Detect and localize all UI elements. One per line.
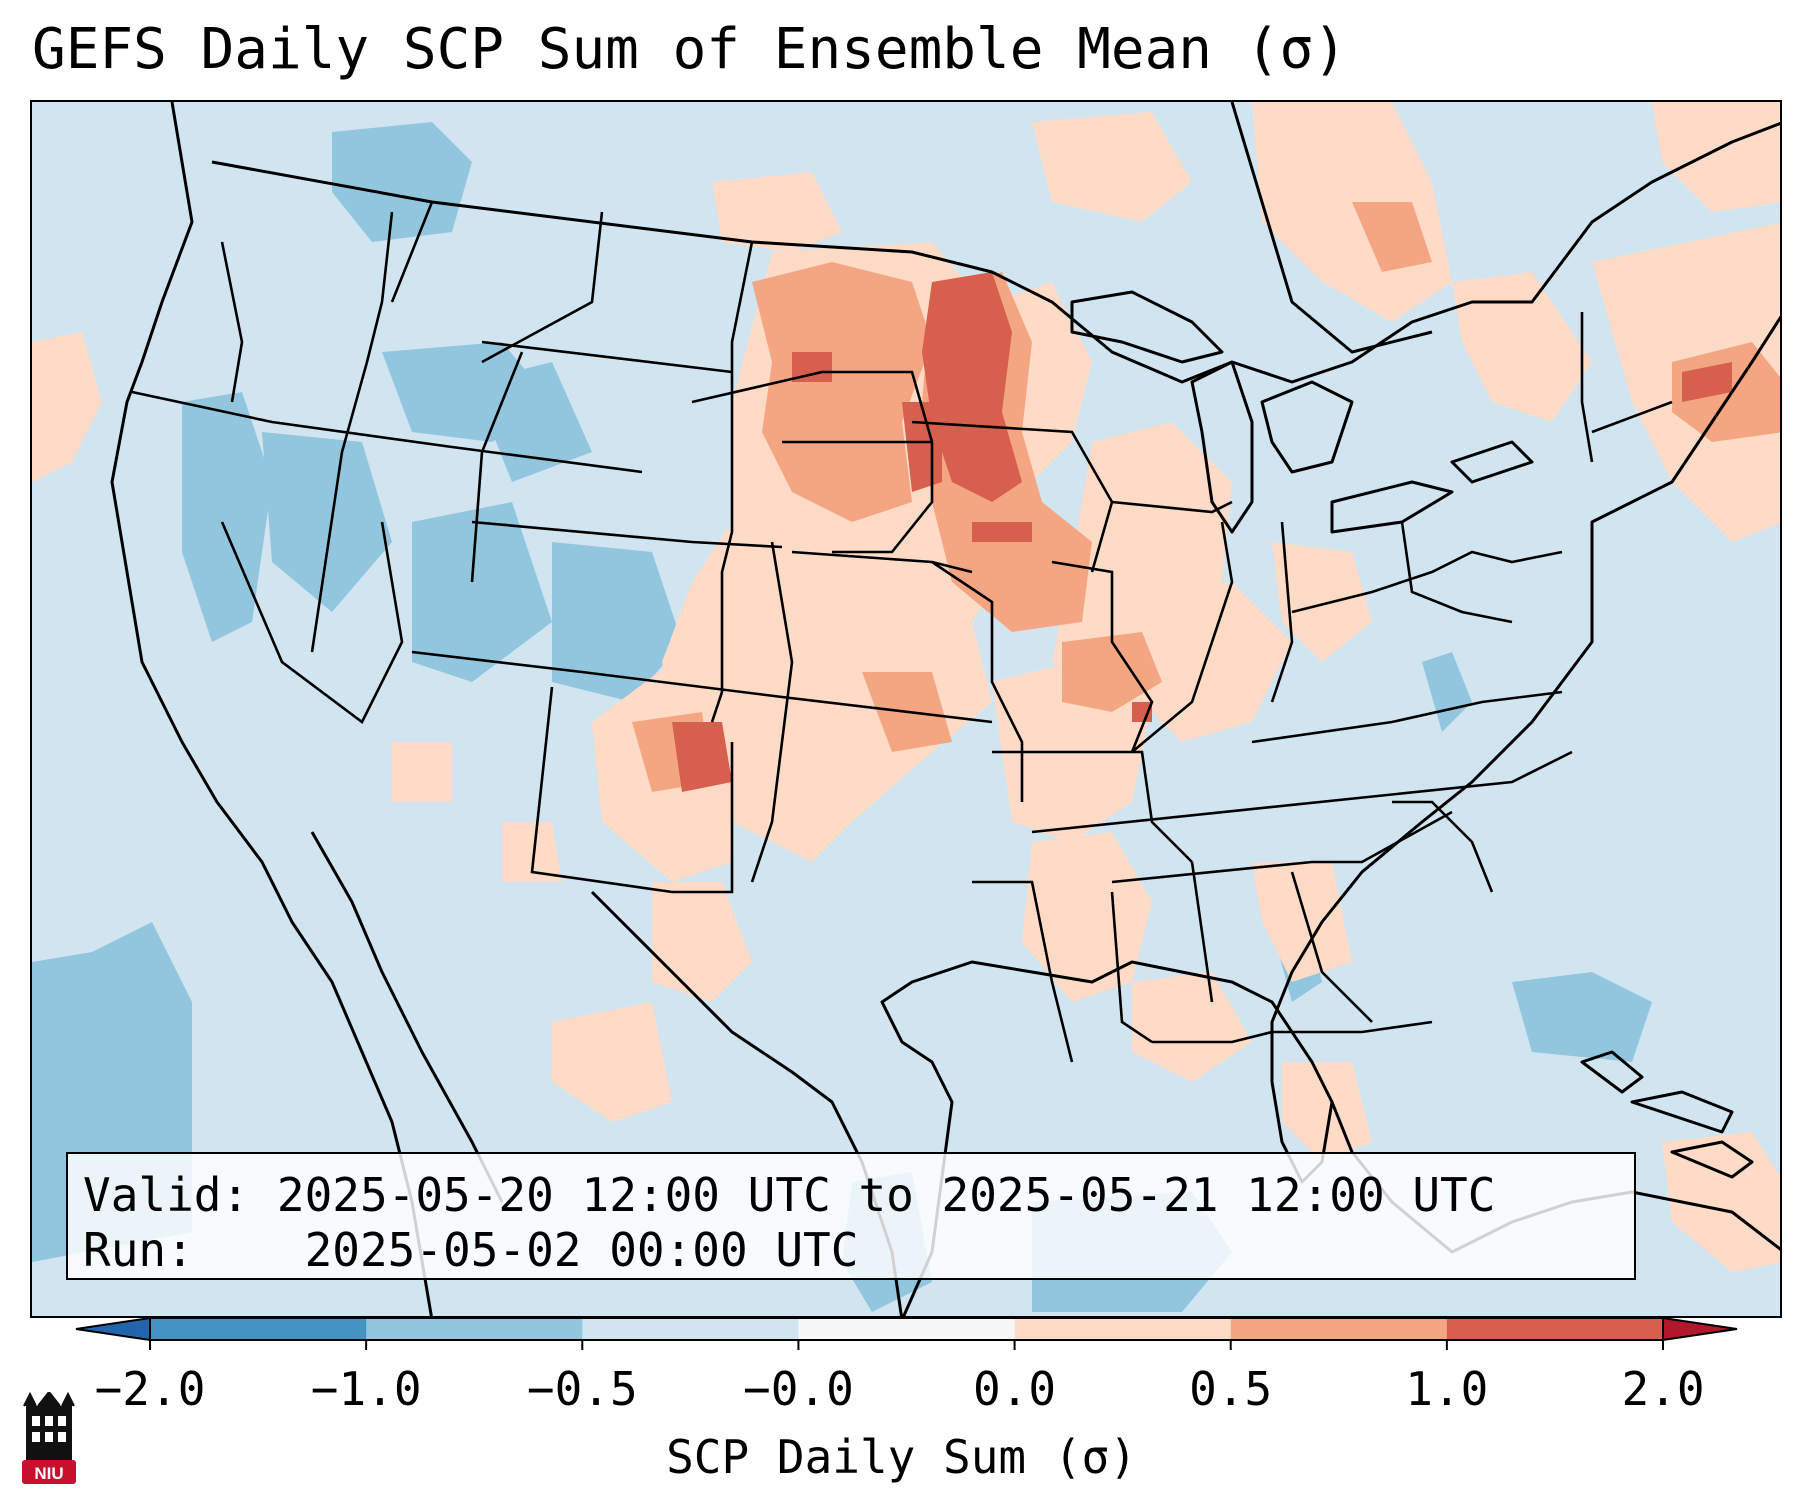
map-title: GEFS Daily SCP Sum of Ensemble Mean (σ) bbox=[32, 17, 1347, 82]
colorbar-tick-label: −1.0 bbox=[310, 1362, 422, 1416]
colorbar-tick-label: 1.0 bbox=[1405, 1362, 1489, 1416]
colorbar-tick-label: 2.0 bbox=[1621, 1362, 1705, 1416]
colorbar-bin bbox=[582, 1318, 799, 1340]
colorbar-bin bbox=[1230, 1318, 1448, 1340]
run-label: Run: bbox=[83, 1223, 194, 1277]
university-tower-icon: NIU bbox=[20, 1390, 78, 1486]
colorbar-tick-label: −0.5 bbox=[526, 1362, 638, 1416]
valid-value: 2025-05-20 12:00 UTC to 2025-05-21 12:00… bbox=[276, 1168, 1496, 1222]
valid-run-info-box: Valid: 2025-05-20 12:00 UTC to 2025-05-2… bbox=[66, 1152, 1636, 1280]
colorbar-bin bbox=[1014, 1318, 1232, 1340]
colorbar-tick-label: 0.0 bbox=[973, 1362, 1057, 1416]
colorbar-frame bbox=[149, 1317, 1664, 1341]
map-panel bbox=[30, 100, 1782, 1318]
valid-label: Valid: bbox=[83, 1168, 250, 1222]
colorbar-bin bbox=[150, 1318, 367, 1340]
colorbar-bin bbox=[366, 1318, 583, 1340]
logo-text: NIU bbox=[34, 1464, 63, 1483]
colorbar-tick-label: −2.0 bbox=[94, 1362, 206, 1416]
state-boundaries bbox=[131, 201, 1673, 1063]
run-value: 2025-05-02 00:00 UTC bbox=[304, 1223, 859, 1277]
colorbar-label: SCP Daily Sum (σ) bbox=[666, 1430, 1137, 1484]
map-canvas bbox=[32, 102, 1780, 1316]
colorbar-tick-label: 0.5 bbox=[1189, 1362, 1273, 1416]
colorbar-bin bbox=[1446, 1318, 1664, 1340]
colorbar-extend-min bbox=[75, 1316, 151, 1342]
colorbar-bin bbox=[798, 1318, 1016, 1340]
colorbar-extend-max bbox=[1662, 1316, 1738, 1342]
colorbar-tick-label: −0.0 bbox=[743, 1362, 854, 1416]
